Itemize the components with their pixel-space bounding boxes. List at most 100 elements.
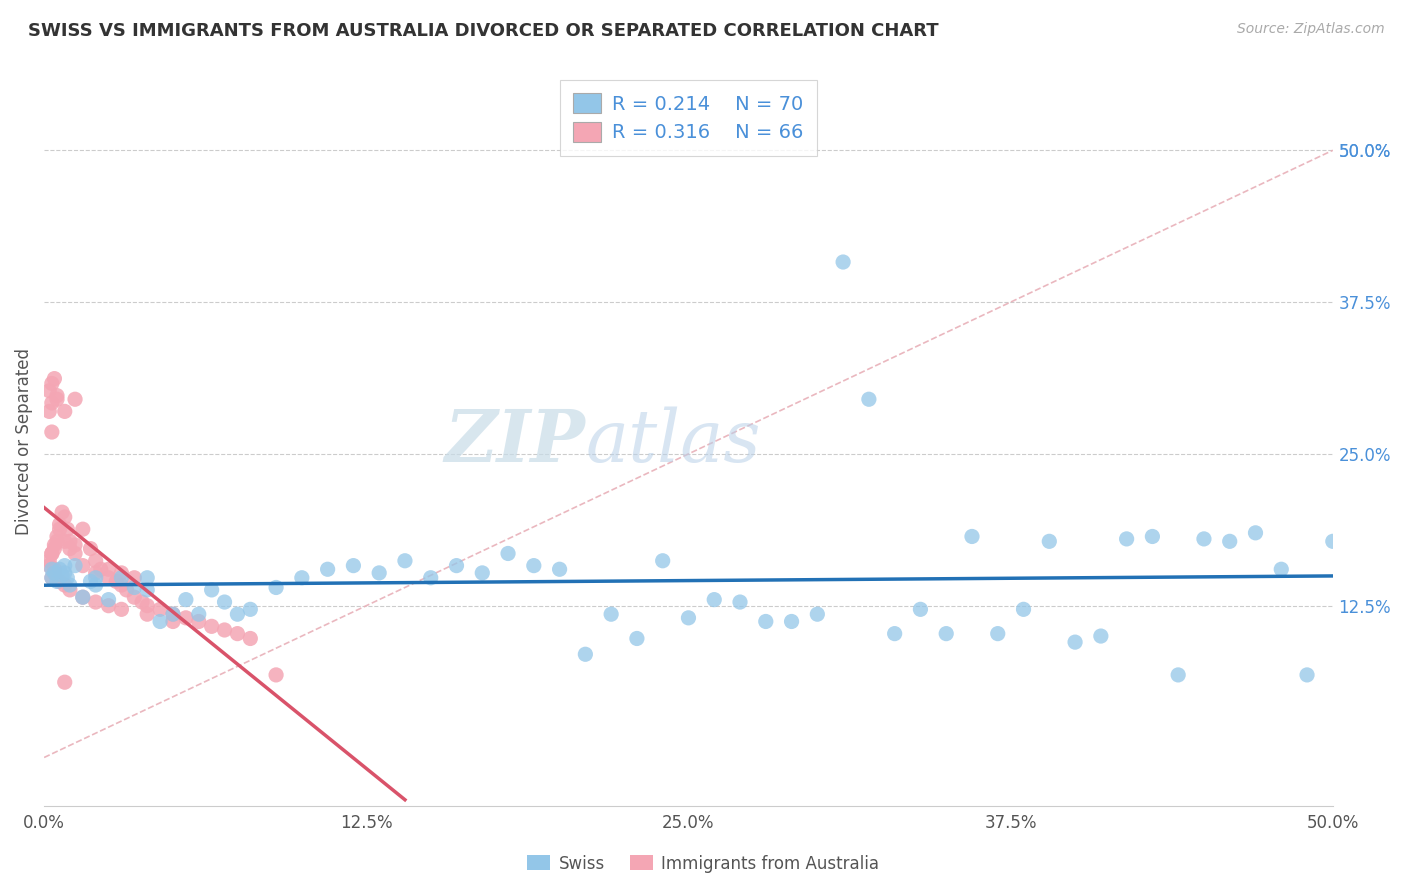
Point — [41, 546, 63, 560]
Point — [79, 541, 101, 556]
Point — [46, 529, 69, 543]
Point — [44, 541, 66, 556]
Point — [72, 522, 94, 536]
Point — [115, 582, 138, 597]
Point — [41, 376, 63, 391]
Point — [56, 571, 79, 585]
Point — [1270, 562, 1292, 576]
Point — [626, 632, 648, 646]
Point — [63, 392, 86, 407]
Point — [149, 602, 172, 616]
Point — [53, 675, 76, 690]
Point — [264, 668, 287, 682]
Legend: Swiss, Immigrants from Australia: Swiss, Immigrants from Australia — [520, 848, 886, 880]
Point — [48, 562, 70, 576]
Point — [264, 581, 287, 595]
Point — [1090, 629, 1112, 643]
Point — [84, 595, 107, 609]
Point — [1244, 525, 1267, 540]
Point — [162, 607, 184, 622]
Point — [574, 647, 596, 661]
Point — [63, 558, 86, 573]
Point — [46, 392, 69, 407]
Point — [858, 392, 880, 407]
Point — [1167, 668, 1189, 682]
Point — [201, 582, 224, 597]
Point — [187, 615, 209, 629]
Point — [728, 595, 751, 609]
Point — [41, 562, 63, 576]
Point — [59, 534, 82, 549]
Point — [84, 554, 107, 568]
Point — [368, 566, 391, 580]
Point — [53, 404, 76, 418]
Point — [44, 566, 66, 580]
Point — [110, 602, 132, 616]
Point — [53, 578, 76, 592]
Point — [41, 546, 63, 560]
Text: SWISS VS IMMIGRANTS FROM AUSTRALIA DIVORCED OR SEPARATED CORRELATION CHART: SWISS VS IMMIGRANTS FROM AUSTRALIA DIVOR… — [28, 22, 939, 40]
Point — [51, 568, 73, 582]
Y-axis label: Divorced or Separated: Divorced or Separated — [15, 348, 32, 535]
Point — [72, 590, 94, 604]
Point — [90, 562, 112, 576]
Point — [38, 554, 60, 568]
Point — [1322, 534, 1344, 549]
Point — [342, 558, 364, 573]
Point — [149, 615, 172, 629]
Point — [600, 607, 623, 622]
Point — [935, 626, 957, 640]
Point — [38, 384, 60, 398]
Point — [59, 578, 82, 592]
Point — [53, 510, 76, 524]
Point — [131, 595, 153, 609]
Point — [97, 571, 120, 585]
Point — [136, 571, 159, 585]
Point — [46, 574, 69, 589]
Legend: R = 0.214    N = 70, R = 0.316    N = 66: R = 0.214 N = 70, R = 0.316 N = 66 — [560, 80, 817, 156]
Point — [201, 619, 224, 633]
Point — [110, 578, 132, 592]
Point — [46, 534, 69, 549]
Point — [56, 522, 79, 536]
Point — [471, 566, 494, 580]
Point — [174, 611, 197, 625]
Point — [79, 574, 101, 589]
Point — [1012, 602, 1035, 616]
Point — [44, 566, 66, 580]
Point — [124, 581, 146, 595]
Point — [1064, 635, 1087, 649]
Point — [41, 571, 63, 585]
Point — [97, 599, 120, 613]
Point — [678, 611, 700, 625]
Point — [1142, 529, 1164, 543]
Point — [59, 541, 82, 556]
Point — [883, 626, 905, 640]
Point — [124, 590, 146, 604]
Point — [124, 571, 146, 585]
Point — [84, 571, 107, 585]
Point — [214, 623, 236, 637]
Point — [72, 558, 94, 573]
Point — [105, 574, 128, 589]
Point — [84, 578, 107, 592]
Point — [446, 558, 468, 573]
Point — [41, 396, 63, 410]
Point — [46, 389, 69, 403]
Point — [1296, 668, 1319, 682]
Point — [187, 607, 209, 622]
Point — [44, 538, 66, 552]
Text: atlas: atlas — [585, 407, 761, 477]
Point — [51, 505, 73, 519]
Point — [419, 571, 441, 585]
Point — [162, 615, 184, 629]
Point — [910, 602, 932, 616]
Point — [53, 566, 76, 580]
Point — [780, 615, 803, 629]
Point — [316, 562, 339, 576]
Point — [291, 571, 314, 585]
Point — [162, 607, 184, 622]
Point — [214, 595, 236, 609]
Point — [38, 558, 60, 573]
Point — [523, 558, 546, 573]
